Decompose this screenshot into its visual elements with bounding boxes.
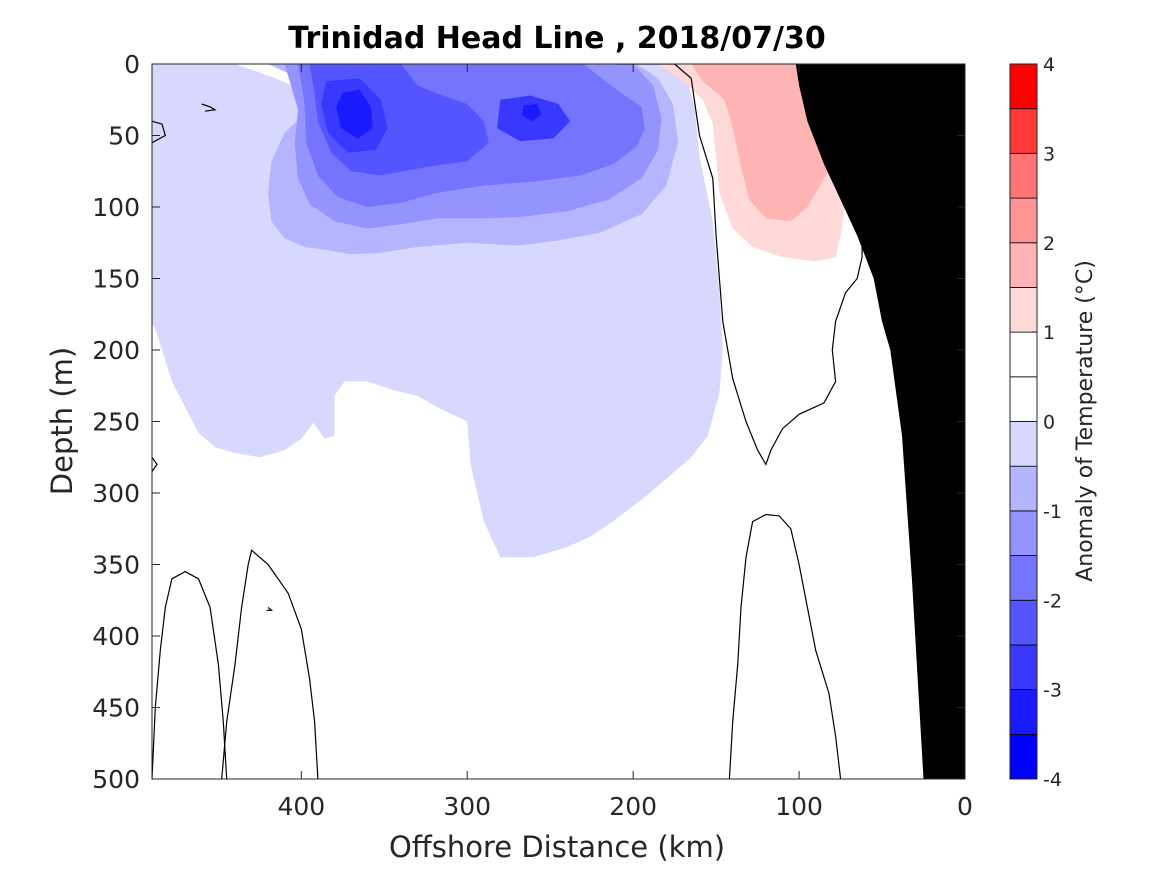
colorbar-tick-label: 1 [1043, 322, 1055, 344]
y-axis-label: Depth (m) [45, 347, 79, 495]
colorbar-swatch [1009, 331, 1038, 378]
colorbar-tick-label: 2 [1043, 233, 1055, 255]
zero-contour-deep-2 [221, 549, 319, 779]
chart-title: Trinidad Head Line , 2018/07/30 [288, 21, 825, 56]
y-tick-label: 150 [92, 265, 140, 294]
colorbar-swatch [1009, 63, 1038, 110]
colorbar-swatch [1009, 287, 1038, 333]
colorbar-tick-label: -2 [1043, 590, 1062, 612]
colorbar-label: Anomaly of Temperature (°C) [1073, 260, 1098, 582]
colorbar: 4 3 2 1 0 -1 -2 -3 -4 [1009, 54, 1062, 791]
colorbar-swatch [1009, 689, 1038, 735]
x-tick-label: 400 [277, 792, 325, 821]
contour-fill-layer [152, 64, 949, 558]
colorbar-tick-label: -1 [1043, 501, 1062, 523]
colorbar-swatch [1009, 376, 1038, 422]
y-tick-label: 0 [124, 50, 140, 79]
bathymetry-layer [795, 64, 965, 779]
colorbar-tick-label: -3 [1043, 680, 1062, 702]
zero-contour-deep-1 [152, 570, 228, 779]
zero-contour-offshore-edge [152, 120, 167, 144]
colorbar-tick-label: -4 [1043, 769, 1062, 791]
y-tick-label: 250 [92, 408, 140, 437]
y-tick-label: 100 [92, 193, 140, 222]
x-axis-label: Offshore Distance (km) [389, 830, 725, 864]
y-tick-label: 200 [92, 336, 140, 365]
y-tick-label: 450 [92, 694, 140, 723]
zero-contour-offshore-edge-2 [152, 456, 158, 472]
x-tick-label: 200 [609, 792, 657, 821]
x-tick-label: 300 [443, 792, 491, 821]
colorbar-swatch [1009, 599, 1038, 646]
x-tick-label: 0 [957, 792, 973, 821]
cold-offshore-deep-lobe [298, 275, 340, 439]
colorbar-swatch [1009, 555, 1038, 601]
x-tick-label: 100 [775, 792, 823, 821]
y-axis: 0 50 100 150 200 250 300 350 400 450 500 [92, 50, 965, 794]
y-tick-label: 300 [92, 479, 140, 508]
seafloor [795, 64, 965, 779]
colorbar-tick-label: 4 [1043, 54, 1055, 76]
cold-core-1 [336, 89, 373, 139]
colorbar-tick-label: 0 [1043, 412, 1055, 434]
zero-contour-ring-1 [201, 103, 217, 112]
y-tick-label: 50 [108, 122, 140, 151]
x-axis: 400 300 200 100 0 [277, 64, 973, 821]
colorbar-swatch [1009, 733, 1038, 780]
zero-contour-deep-3 [728, 513, 842, 779]
y-tick-label: 500 [92, 765, 140, 794]
y-tick-label: 350 [92, 551, 140, 580]
colorbar-swatch [1009, 108, 1038, 154]
y-tick-label: 400 [92, 622, 140, 651]
zero-contour-ring-2 [266, 606, 274, 611]
colorbar-swatch [1009, 242, 1038, 288]
colorbar-swatch [1009, 197, 1038, 244]
colorbar-swatch [1009, 510, 1038, 556]
colorbar-swatch [1009, 465, 1038, 512]
colorbar-swatch [1009, 644, 1038, 691]
colorbar-swatch [1009, 152, 1038, 199]
cold-core-2 [522, 104, 542, 122]
colorbar-swatch [1009, 421, 1038, 467]
colorbar-tick-label: 3 [1043, 143, 1055, 165]
